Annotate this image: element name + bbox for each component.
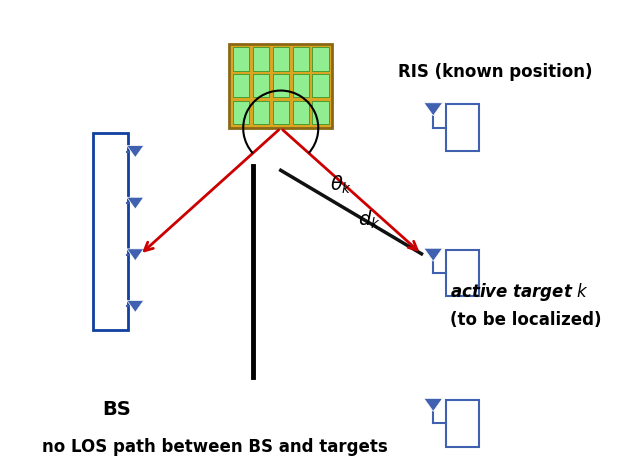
Bar — [253, 101, 269, 124]
Bar — [292, 74, 308, 97]
Bar — [253, 47, 269, 70]
Bar — [292, 101, 308, 124]
Text: BS: BS — [102, 400, 131, 419]
Polygon shape — [424, 248, 442, 261]
Text: $d_k$: $d_k$ — [358, 209, 381, 231]
Bar — [233, 74, 249, 97]
Bar — [233, 47, 249, 70]
Polygon shape — [424, 103, 442, 116]
Text: RIS (known position): RIS (known position) — [398, 63, 593, 81]
Bar — [273, 47, 289, 70]
Bar — [229, 43, 332, 128]
Bar — [312, 47, 328, 70]
Polygon shape — [127, 249, 144, 261]
Bar — [446, 104, 479, 151]
Bar — [312, 74, 328, 97]
Bar — [292, 47, 308, 70]
Text: active target $k$: active target $k$ — [450, 281, 589, 303]
Bar — [93, 133, 128, 330]
Bar — [312, 101, 328, 124]
Bar — [253, 74, 269, 97]
Text: $\theta_k$: $\theta_k$ — [330, 173, 352, 195]
Bar — [273, 101, 289, 124]
Polygon shape — [127, 197, 144, 209]
Bar — [233, 101, 249, 124]
Bar — [446, 250, 479, 296]
Bar — [273, 74, 289, 97]
Polygon shape — [424, 398, 442, 412]
Text: (to be localized): (to be localized) — [450, 312, 601, 329]
Polygon shape — [127, 146, 144, 158]
Text: no LOS path between BS and targets: no LOS path between BS and targets — [42, 438, 388, 456]
Bar — [446, 400, 479, 447]
Polygon shape — [127, 301, 144, 312]
